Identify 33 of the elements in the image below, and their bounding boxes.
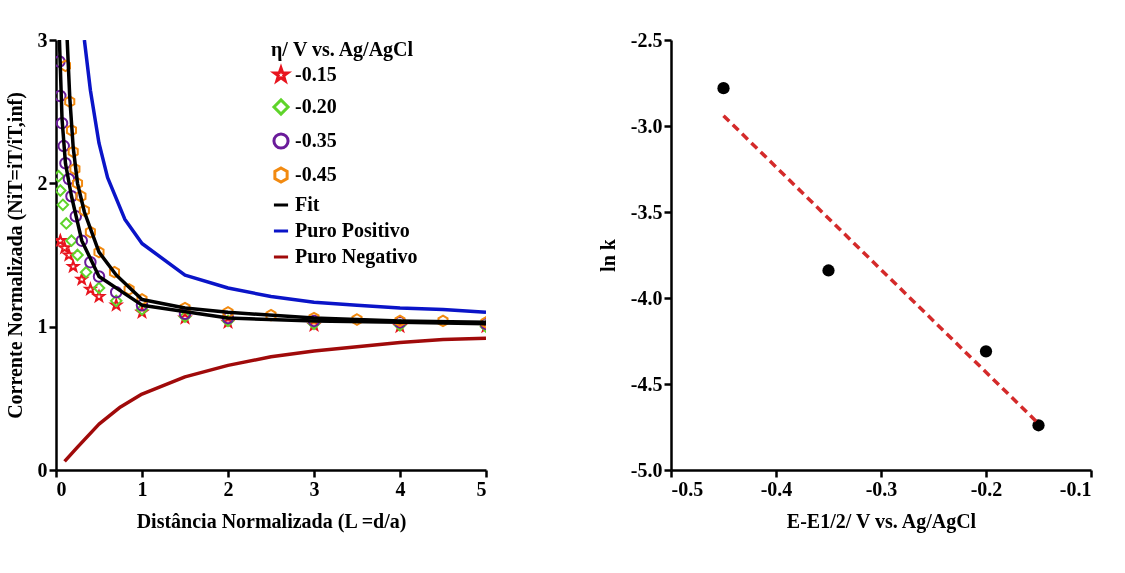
x-tick-label: -0.5 <box>671 477 704 500</box>
x-tick-label: -0.2 <box>970 477 1003 500</box>
x-tick-label: 2 <box>223 477 234 500</box>
x-tick-label: 4 <box>395 477 406 500</box>
y-tick-label: 1 <box>37 315 48 338</box>
x-axis-title: Distância Normalizada (L =d/a) <box>136 509 407 533</box>
legend-label: Puro Positivo <box>295 219 410 241</box>
y-tick-label: -3.5 <box>630 200 663 223</box>
legend-label: Puro Negativo <box>295 245 418 268</box>
y-tick-label: -4.5 <box>630 372 663 395</box>
x-tick-label: 3 <box>309 477 320 500</box>
y-tick-label: -5.0 <box>630 458 663 481</box>
x-tick-label: -0.4 <box>760 477 793 500</box>
x-tick-label: 0 <box>56 477 67 500</box>
y-tick-label: 0 <box>37 458 48 481</box>
legend-label: -0.20 <box>295 95 337 117</box>
legend-label: -0.15 <box>295 63 337 85</box>
y-axis-title: Corrente Normalizada (NiT=iT/iT,inf) <box>3 92 27 419</box>
x-tick-label: -0.3 <box>865 477 898 500</box>
y-tick-label: -4.0 <box>630 286 663 309</box>
x-tick-label: 5 <box>476 477 487 500</box>
y-axis-title: ln k <box>596 238 619 272</box>
legend-label: -0.45 <box>295 163 337 185</box>
x-axis-title: E-E1/2/ V vs. Ag/AgCl <box>786 509 977 533</box>
y-tick-label: 2 <box>37 171 48 194</box>
x-tick-label: 1 <box>137 477 148 500</box>
legend-label: -0.35 <box>295 129 337 151</box>
x-tick-label: -0.1 <box>1059 477 1092 500</box>
legend-label: Fit <box>295 193 320 215</box>
y-tick-label: -3.0 <box>630 114 663 137</box>
y-tick-label: 3 <box>37 28 48 51</box>
y-tick-label: -2.5 <box>630 28 663 51</box>
legend-title: η/ V vs. Ag/AgCl <box>271 38 414 61</box>
